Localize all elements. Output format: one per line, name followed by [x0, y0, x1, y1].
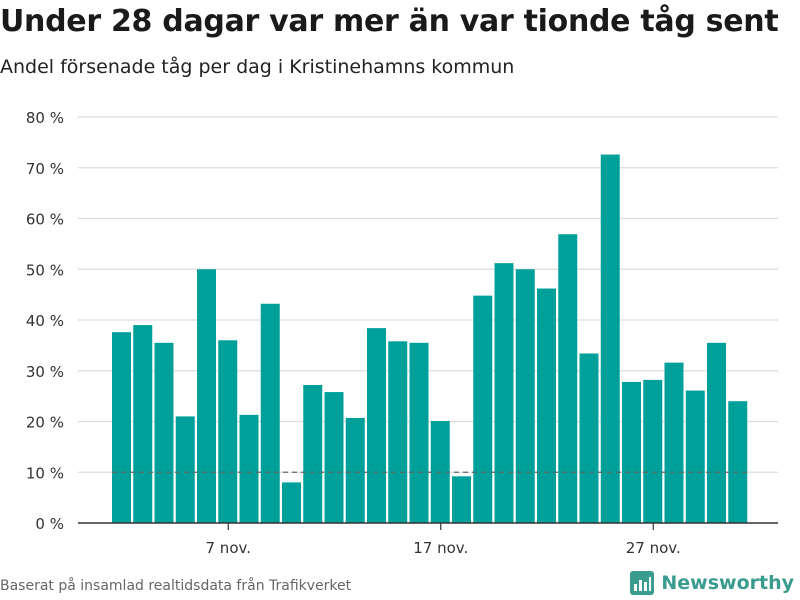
bar [537, 288, 556, 523]
bar [154, 342, 174, 523]
bar [239, 414, 259, 523]
bar [409, 342, 429, 523]
bar [175, 416, 195, 523]
bar [473, 295, 493, 523]
bar [515, 269, 535, 523]
y-tick-label: 80 % [26, 109, 64, 127]
y-tick-label: 20 % [26, 414, 64, 432]
bar [324, 392, 344, 523]
x-tick-label: 7 nov. [206, 539, 251, 557]
y-tick-label: 30 % [26, 363, 64, 381]
y-tick-label: 0 % [35, 515, 64, 533]
x-tick-label: 27 nov. [626, 539, 681, 557]
bar-chart-logo-icon [630, 571, 655, 595]
bar [452, 476, 471, 523]
x-tick-label: 17 nov. [413, 539, 468, 557]
bar [367, 328, 386, 523]
bar [133, 325, 153, 523]
bar [303, 384, 323, 523]
y-tick-label: 50 % [26, 261, 64, 279]
chart-subtitle: Andel försenade tåg per dag i Kristineha… [0, 56, 515, 78]
y-tick-label: 10 % [26, 464, 64, 482]
y-tick-label: 60 % [26, 211, 64, 229]
bar [622, 381, 641, 523]
y-tick-label: 70 % [26, 160, 64, 178]
bar [218, 340, 238, 523]
bar [112, 332, 131, 523]
bar [685, 390, 705, 523]
bar [558, 234, 578, 524]
bar [197, 269, 216, 523]
source-note: Baserat på insamlad realtidsdata från Tr… [0, 578, 352, 594]
chart-title: Under 28 dagar var mer än var tionde tåg… [0, 4, 779, 39]
bar [494, 263, 514, 523]
bar [600, 154, 620, 523]
bar [643, 379, 663, 523]
bar [579, 353, 599, 523]
bar [260, 303, 280, 523]
brand-name: Newsworthy [661, 572, 794, 594]
brand-logo: Newsworthy [629, 570, 794, 596]
bar [388, 341, 408, 523]
bar [707, 342, 726, 523]
bar [282, 482, 301, 523]
bar [728, 401, 748, 523]
y-tick-label: 40 % [26, 312, 64, 330]
bar [345, 417, 365, 523]
bar [664, 362, 684, 523]
